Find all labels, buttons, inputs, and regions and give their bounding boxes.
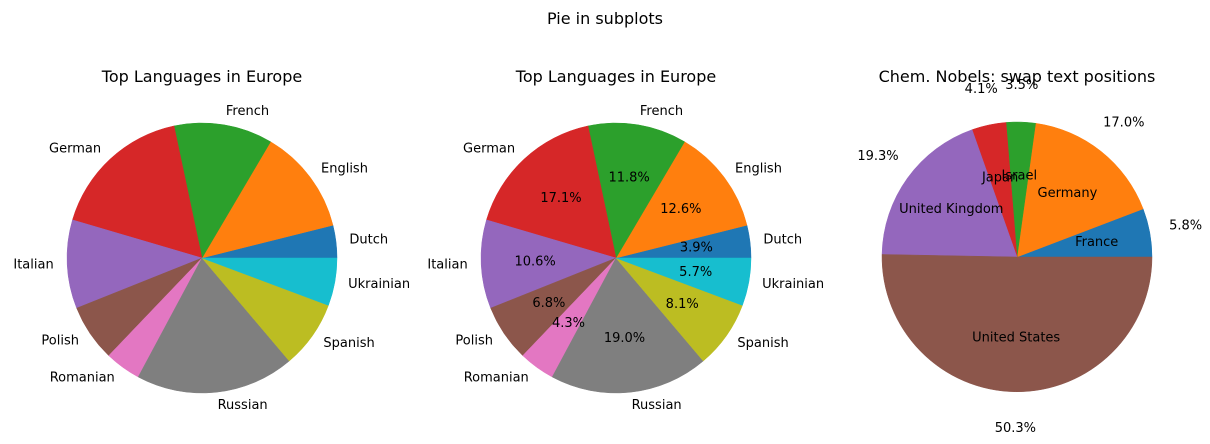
pie-slice-english: [201, 141, 334, 259]
slice-percent-romanian: 4.3%: [552, 316, 585, 331]
slice-label-romanian: Romanian: [50, 371, 115, 386]
pie-slice-german: [486, 125, 617, 259]
slice-label-german: German: [49, 142, 101, 157]
figure-suptitle: Pie in subplots: [547, 9, 663, 28]
pie-slice-german: [72, 125, 203, 259]
chart-title: Top Languages in Europe: [515, 67, 716, 86]
pie-slice-united-kingdom: [881, 129, 1018, 258]
slice-percent-japan: 4.1%: [965, 82, 998, 97]
pie-slice-russian: [137, 257, 290, 394]
slice-percent-france: 5.8%: [1169, 218, 1202, 233]
slice-label-spanish: Spanish: [323, 336, 374, 351]
slice-label-romanian: Romanian: [464, 371, 529, 386]
pie-chart-3: Chem. Nobels: swap text positions France…: [857, 67, 1202, 436]
slice-label-dutch: Dutch: [349, 232, 388, 247]
slice-percent-french: 11.8%: [608, 171, 649, 186]
pie-slice-russian: [551, 257, 704, 394]
pie-slice-italian: [480, 219, 617, 309]
slice-label-polish: Polish: [41, 334, 79, 349]
pie-slice-french: [173, 122, 271, 259]
slice-percent-ukrainian: 5.7%: [679, 265, 712, 280]
slice-percent-english: 12.6%: [660, 202, 701, 217]
slice-percent-spanish: 8.1%: [666, 297, 699, 312]
slice-percent-polish: 6.8%: [532, 296, 565, 311]
slice-label-polish: Polish: [455, 334, 493, 349]
slice-label-italian: Italian: [427, 258, 467, 273]
slice-label-german: German: [463, 142, 515, 157]
slice-label-japan: Japan: [981, 170, 1018, 185]
slice-label-italian: Italian: [13, 258, 53, 273]
pie-slice-french: [587, 122, 685, 259]
slice-percent-russian: 19.0%: [604, 331, 645, 346]
slice-percent-united-states: 50.3%: [995, 421, 1036, 436]
slice-label-russian: Russian: [632, 398, 682, 413]
slice-label-israel: Israel: [1002, 169, 1038, 184]
slice-label-english: English: [735, 162, 782, 177]
slice-label-germany: Germany: [1038, 186, 1098, 201]
pie-slice-ukrainian: [201, 257, 338, 306]
slice-percent-israel: 3.5%: [1005, 78, 1038, 93]
pie-slice-ukrainian: [615, 257, 752, 306]
slice-label-english: English: [321, 162, 368, 177]
chart-title: Chem. Nobels: swap text positions: [879, 67, 1156, 86]
slice-label-french: French: [226, 104, 269, 119]
slice-percent-german: 17.1%: [540, 191, 581, 206]
pie-chart-2: Top Languages in Europe Dutch 3.9% English…: [427, 67, 824, 413]
pie-slice-italian: [66, 219, 203, 309]
slice-label-spanish: Spanish: [737, 336, 788, 351]
slice-label-united-states: United States: [972, 331, 1060, 346]
slice-label-russian: Russian: [218, 398, 268, 413]
pie-slice-germany: [1016, 123, 1144, 258]
pie-chart-1: Top Languages in Europe Dutch English Fren…: [13, 67, 410, 413]
pie-slice-english: [615, 141, 748, 259]
slice-label-france: France: [1075, 235, 1118, 250]
slice-label-ukrainian: Ukrainian: [348, 277, 410, 292]
slice-percent-united-kingdom: 19.3%: [857, 149, 898, 164]
slice-label-dutch: Dutch: [763, 232, 802, 247]
slice-label-french: French: [640, 104, 683, 119]
slice-percent-germany: 17.0%: [1103, 115, 1144, 130]
pie-slice-united-states: [881, 254, 1153, 392]
slice-label-ukrainian: Ukrainian: [762, 277, 824, 292]
chart-title: Top Languages in Europe: [101, 67, 302, 86]
slice-percent-dutch: 3.9%: [680, 241, 713, 256]
slice-percent-italian: 10.6%: [514, 254, 555, 269]
slice-label-united-kingdom: United Kingdom: [899, 202, 1003, 217]
